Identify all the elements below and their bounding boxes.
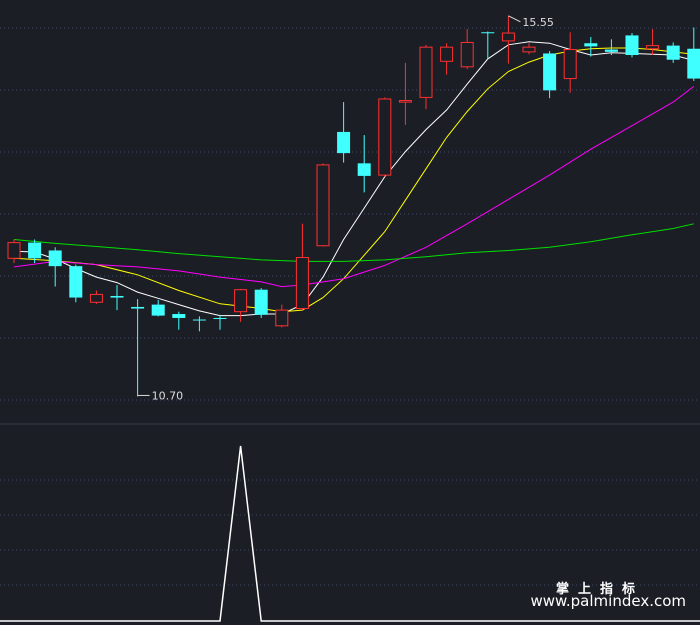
candle-body-20	[419, 46, 433, 98]
candle-27	[563, 32, 577, 93]
candle-body-28	[584, 43, 598, 47]
candle-body-16	[337, 131, 351, 154]
candle-31	[646, 29, 660, 56]
candle-24	[501, 15, 515, 64]
candle-19	[398, 62, 412, 125]
ma-line-3	[13, 223, 694, 262]
candle-7	[151, 299, 165, 317]
candle-body-17	[357, 163, 371, 176]
candle-25	[522, 43, 536, 55]
candle-16	[337, 102, 351, 163]
candle-body-4	[89, 293, 103, 303]
candle-body-27	[563, 49, 577, 80]
candle-4	[89, 290, 103, 304]
ma-line-0	[13, 41, 694, 317]
candle-body-30	[625, 35, 639, 56]
candle-body-3	[69, 266, 83, 298]
candle-5	[110, 284, 124, 311]
candle-29	[604, 39, 618, 56]
candle-body-32	[666, 45, 680, 60]
candle-body-11	[234, 289, 248, 313]
candle-body-5	[110, 295, 124, 298]
candle-14	[295, 223, 309, 311]
candle-12	[254, 288, 268, 318]
candle-body-33	[687, 48, 700, 79]
moving-average-lines	[13, 41, 695, 317]
candlestick-series	[7, 15, 700, 397]
candle-body-23	[481, 32, 495, 34]
candle-17	[357, 135, 371, 193]
indicator-line-0	[0, 445, 700, 622]
candle-32	[666, 42, 680, 63]
ma-line-1	[13, 47, 694, 313]
low-price-marker: 10.70	[137, 389, 184, 402]
candle-3	[69, 264, 83, 303]
candle-body-19	[398, 100, 412, 103]
candle-body-26	[543, 53, 557, 91]
candle-8	[172, 311, 186, 330]
candle-30	[625, 33, 639, 58]
candle-body-29	[604, 49, 618, 52]
high-price-marker: 15.55	[508, 15, 554, 29]
candle-body-12	[254, 289, 268, 315]
watermark-chinese: 掌上指标	[555, 582, 644, 597]
candle-body-18	[378, 98, 392, 176]
candle-15	[316, 163, 330, 247]
candle-body-10	[213, 317, 227, 319]
candle-body-13	[275, 309, 289, 327]
high-price-label: 15.55	[522, 16, 554, 29]
candle-body-24	[501, 32, 515, 42]
candle-body-8	[172, 314, 186, 318]
ma-line-2	[13, 86, 695, 288]
candle-body-0	[7, 242, 21, 259]
candle-body-25	[522, 46, 536, 53]
candle-2	[48, 247, 62, 287]
sub-panel-grid	[0, 479, 700, 586]
candle-21	[440, 43, 454, 75]
candle-6	[131, 299, 145, 397]
candle-28	[584, 36, 598, 57]
candle-0	[7, 239, 21, 264]
candle-body-1	[28, 242, 42, 259]
candle-33	[687, 27, 700, 81]
candle-body-2	[48, 250, 62, 267]
low-price-label: 10.70	[152, 389, 184, 402]
candle-18	[378, 97, 392, 177]
candle-11	[234, 288, 248, 322]
candle-body-22	[460, 41, 474, 68]
main-panel-grid	[0, 27, 700, 401]
candle-body-31	[646, 45, 660, 50]
candle-body-15	[316, 164, 330, 247]
candle-body-9	[192, 319, 206, 321]
candle-body-6	[131, 306, 145, 309]
candle-20	[419, 44, 433, 110]
indicator-series	[0, 445, 700, 622]
candle-26	[543, 51, 557, 99]
candle-10	[213, 314, 227, 330]
candle-13	[275, 304, 289, 328]
candle-body-21	[440, 46, 454, 62]
candle-1	[28, 239, 42, 264]
candle-23	[481, 31, 495, 59]
candle-body-7	[151, 304, 165, 316]
watermark-url: www.palmindex.com	[530, 592, 686, 610]
candle-9	[192, 316, 206, 332]
candle-body-14	[295, 257, 309, 310]
candle-22	[460, 29, 474, 70]
